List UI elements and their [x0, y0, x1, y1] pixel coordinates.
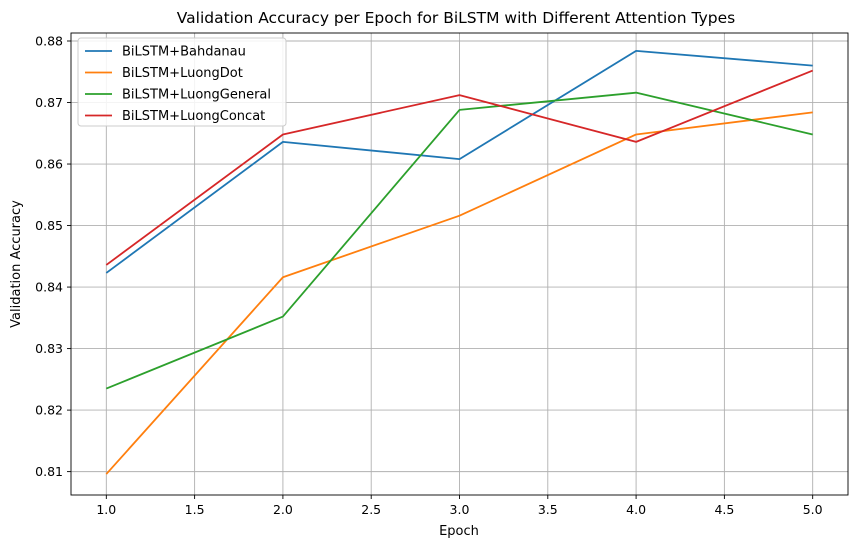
series-line	[105, 111, 813, 475]
legend: BiLSTM+Bahdanau BiLSTM+LuongDot BiLSTM+Luo…	[77, 37, 287, 127]
x-tick-label: 1.5	[185, 502, 205, 517]
y-tick-label: 0.86	[35, 157, 63, 172]
series-layer	[105, 49, 814, 475]
y-tick-label: 0.82	[35, 403, 63, 418]
x-axis: 1.0 1.5 2.0 2.5 3.0 3.5 4.0 4.5 5.0	[96, 495, 823, 517]
y-tick-label: 0.88	[35, 33, 63, 48]
x-axis-title: Epoch	[439, 524, 479, 539]
x-tick-label: 3.5	[538, 502, 558, 517]
legend-label: BiLSTM+LuongGeneral	[122, 88, 271, 103]
x-tick-label: 2.5	[361, 502, 381, 517]
series-line	[105, 49, 813, 274]
legend-label: BiLSTM+Bahdanau	[122, 45, 246, 60]
y-tick-label: 0.81	[35, 464, 63, 479]
x-tick-label: 4.5	[714, 502, 734, 517]
x-tick-label: 4.0	[626, 502, 646, 517]
y-tick-label: 0.87	[35, 95, 63, 110]
y-tick-label: 0.83	[35, 341, 63, 356]
legend-label: BiLSTM+LuongDot	[122, 66, 243, 81]
grid	[71, 33, 848, 495]
x-tick-label: 1.0	[96, 502, 116, 517]
x-tick-label: 3.0	[450, 502, 470, 517]
y-tick-label: 0.85	[35, 218, 63, 233]
y-axis: 0.81 0.82 0.83 0.84 0.85 0.86 0.87 0.88	[35, 33, 71, 479]
series-line	[105, 69, 814, 266]
series-line	[105, 91, 813, 390]
x-tick-label: 2.0	[273, 502, 293, 517]
legend-label: BiLSTM+LuongConcat	[122, 109, 265, 124]
y-tick-label: 0.84	[35, 280, 63, 295]
chart-title: Validation Accuracy per Epoch for BiLSTM…	[177, 9, 735, 27]
x-tick-label: 5.0	[803, 502, 823, 517]
legend-frame	[77, 37, 287, 127]
y-axis-title: Validation Accuracy	[9, 200, 24, 328]
